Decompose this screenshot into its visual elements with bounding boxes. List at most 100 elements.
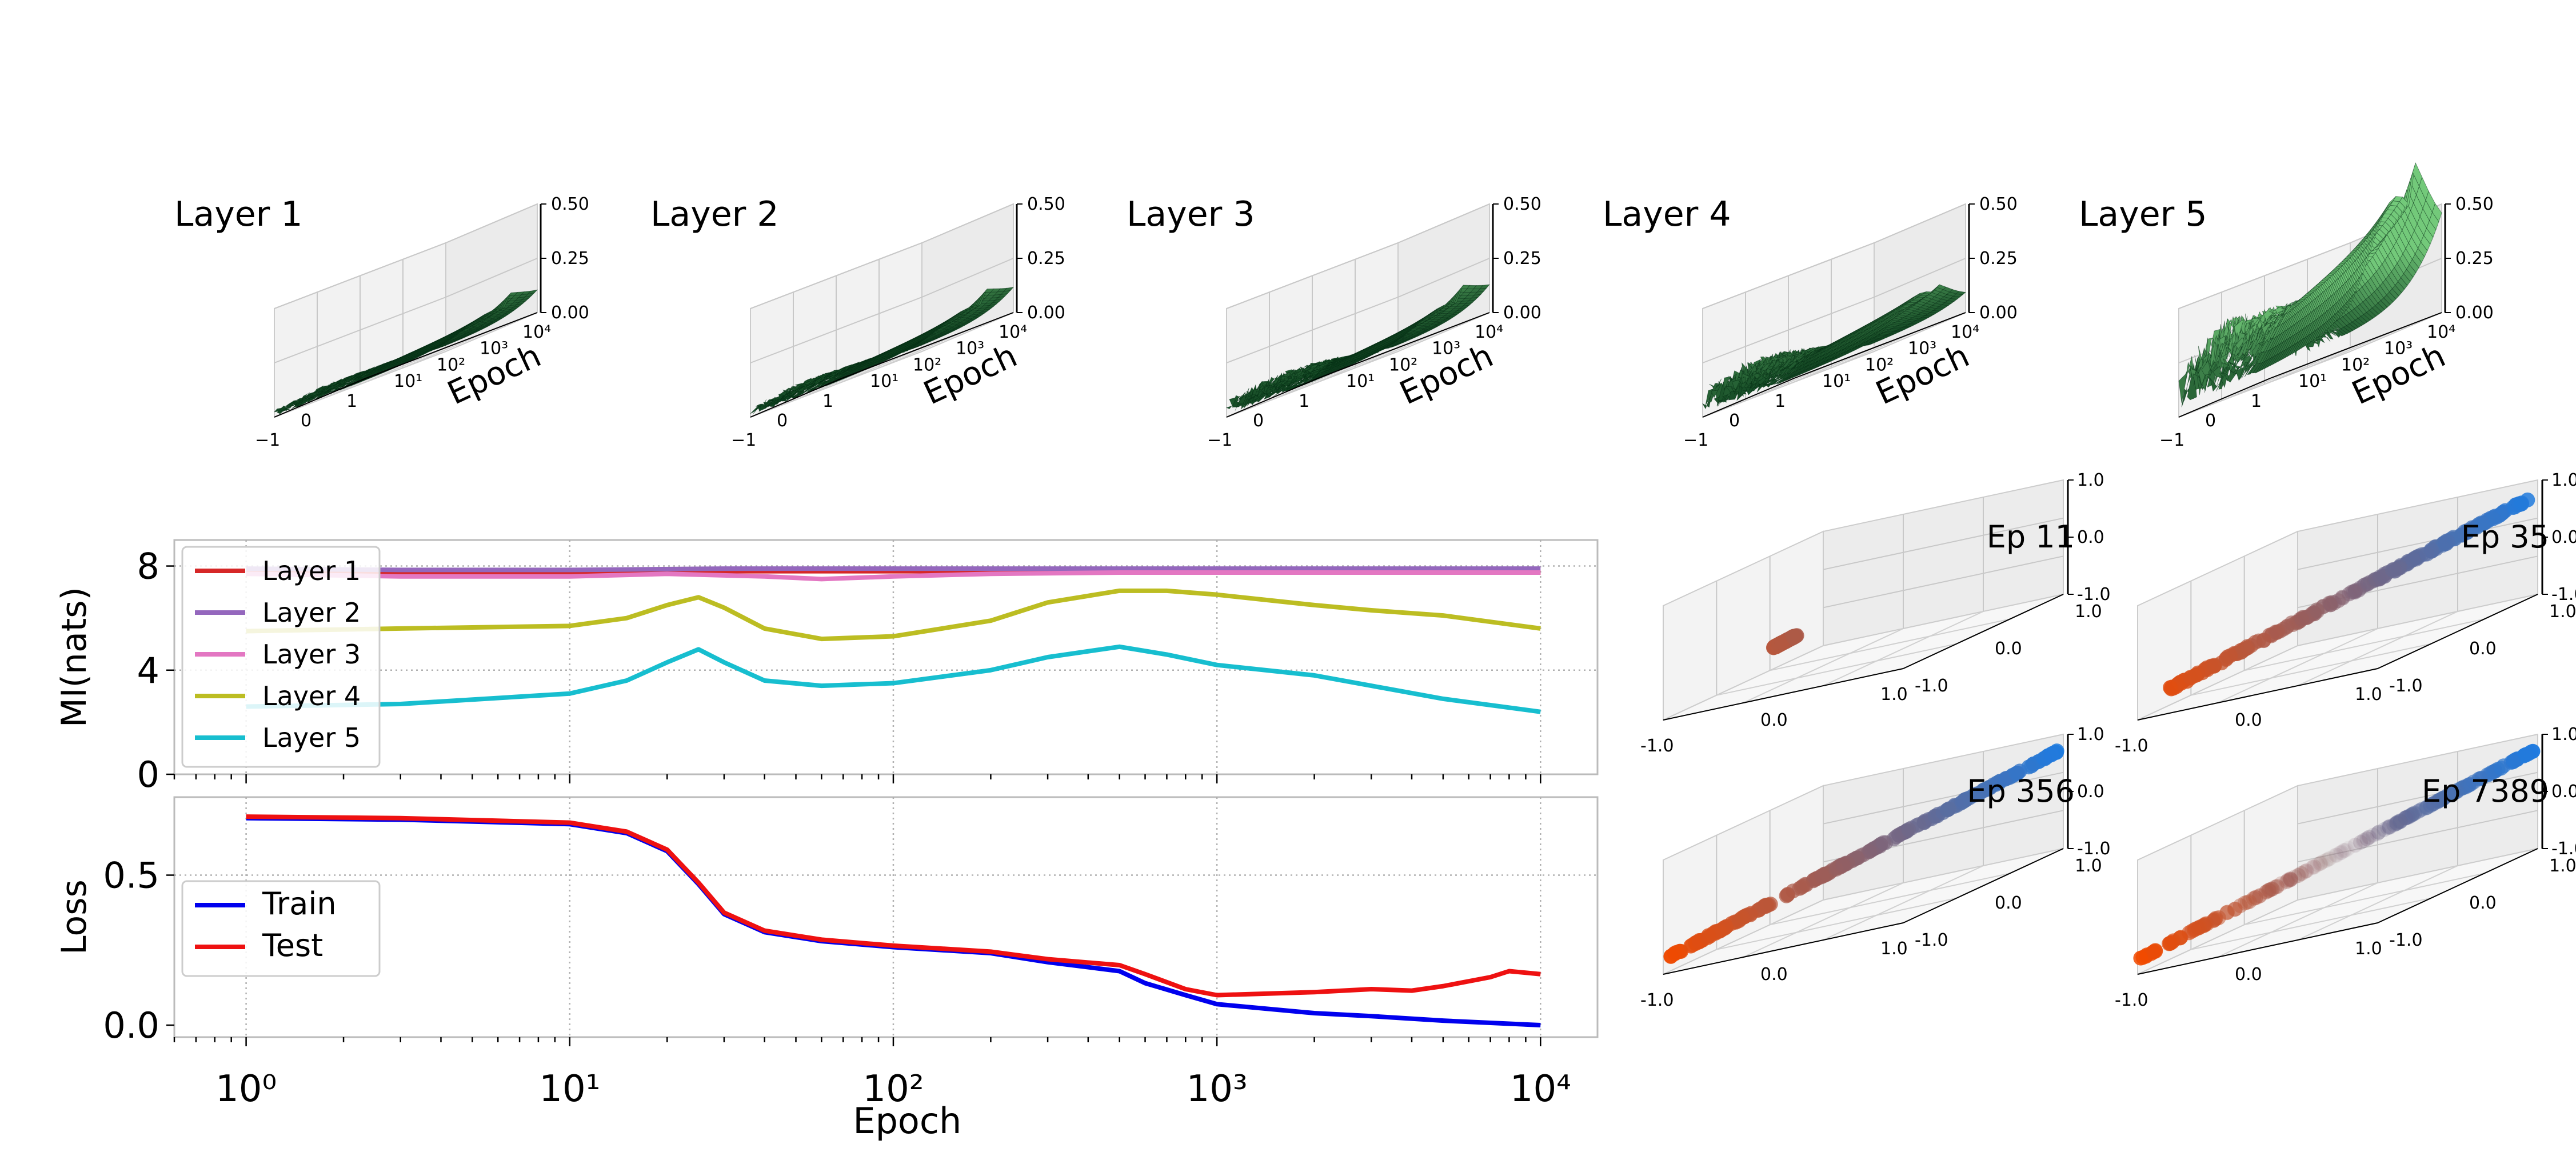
grid-line — [921, 203, 1014, 243]
data-point — [2270, 624, 2286, 639]
surface-facet — [2262, 337, 2274, 353]
y-tick-label: 10³ — [480, 339, 508, 359]
grid-line — [274, 242, 446, 309]
y-axis-label: MI(nats) — [54, 587, 94, 727]
surface-facet — [1763, 376, 1774, 388]
surface-facet — [1229, 397, 1240, 406]
data-point — [2294, 611, 2310, 627]
y-tick-label: 10³ — [1908, 339, 1936, 359]
plot-area — [173, 796, 1599, 1038]
panel-title: Layer 2 — [650, 194, 779, 234]
y-tick-label: -1.0 — [1915, 676, 1948, 696]
data-point — [2419, 546, 2435, 562]
grid-line — [1788, 345, 1880, 385]
y-axis-line — [841, 312, 1014, 379]
grid-line — [1355, 328, 1447, 369]
grid-line — [1312, 345, 1404, 385]
surface-facet — [2228, 353, 2238, 376]
grid-line — [1874, 258, 1966, 298]
legend-label: Layer 5 — [262, 722, 361, 753]
z-tick-label: 0.25 — [551, 249, 589, 269]
surface-facet — [824, 371, 834, 378]
surface-facet — [2220, 342, 2230, 373]
x-tick-label: 0.0 — [2235, 710, 2262, 730]
data-point — [1774, 635, 1790, 650]
grid-line — [1745, 361, 1838, 402]
y-axis-line — [1317, 312, 1490, 379]
surface-facet — [2267, 317, 2278, 332]
surface-facet — [1762, 366, 1772, 378]
x-tick-label: 1 — [2251, 391, 2262, 411]
surface-facet — [2244, 324, 2255, 341]
z-tick-label: -1.0 — [2077, 585, 2111, 605]
z-tick-label: 1.0 — [2551, 470, 2576, 490]
grid-line — [1716, 643, 1957, 696]
grid-line — [1397, 258, 1490, 298]
grid-line — [360, 345, 452, 385]
y-tick-label: 0.0 — [1995, 639, 2022, 659]
grid-line — [2221, 361, 2314, 402]
y-tick-label: 8 — [137, 546, 159, 587]
panel-title: Ep 11 — [1987, 519, 2075, 555]
z-tick-label: 0.25 — [2455, 249, 2494, 269]
x-tick-label: 10⁰ — [215, 1068, 277, 1110]
y-tick-label: 10³ — [956, 339, 984, 359]
y-tick-label: 0.5 — [103, 855, 159, 897]
z-tick-label: 0.50 — [1979, 194, 2018, 214]
legend-label: Layer 2 — [262, 597, 361, 628]
y-tick-label: -1.0 — [2389, 676, 2423, 696]
grid-line — [445, 258, 538, 298]
surface-facet — [2190, 362, 2200, 379]
surface-facet — [1272, 389, 1282, 398]
data-point — [2387, 562, 2402, 577]
y-tick-label: 10¹ — [1346, 371, 1375, 391]
z-tick-label: -1.0 — [2551, 585, 2576, 605]
grid-line — [2191, 643, 2431, 696]
y-tick-label: 0 — [137, 754, 159, 795]
legend-label: Train — [262, 886, 337, 922]
surface-facet — [279, 407, 290, 412]
x-tick-label: 0 — [777, 411, 788, 431]
surface-facet — [1955, 291, 1966, 295]
y-tick-label: 10² — [913, 355, 941, 375]
surface-facet — [2320, 333, 2331, 342]
grid-line — [402, 328, 495, 369]
y-tick-label: 10² — [1389, 355, 1417, 375]
grid-line — [2297, 517, 2538, 570]
data-point — [2322, 595, 2337, 611]
legend-label: Layer 1 — [262, 555, 361, 586]
surface-facet — [1280, 385, 1291, 392]
y-tick-label: 1.0 — [2549, 602, 2576, 622]
surface-facet — [822, 372, 833, 379]
grid-line — [921, 258, 1014, 298]
y-tick-label: 10⁴ — [1951, 322, 1979, 342]
x-axis-line — [2137, 668, 2378, 721]
scatter-panel-2: -1.0-1.0-1.00.00.00.01.01.01.0Ep 35 — [2115, 470, 2576, 756]
grid-line — [1823, 555, 2064, 609]
data-point — [2440, 534, 2455, 549]
x-tick-label: 1.0 — [1880, 685, 1908, 705]
legend-label: Layer 3 — [262, 639, 361, 670]
surface-facet — [753, 403, 764, 414]
data-point — [1786, 629, 1801, 645]
surface-facet — [2432, 203, 2442, 222]
y-tick-label: 10⁴ — [999, 322, 1027, 342]
grid-line — [1831, 328, 1923, 369]
y-axis-line — [2377, 594, 2538, 669]
surface-facet — [1291, 377, 1301, 383]
grid-line — [2307, 328, 2399, 369]
surface-facet — [1275, 386, 1285, 393]
surface-facet — [764, 399, 774, 409]
grid-line — [1823, 611, 1984, 686]
surface-facet — [1322, 362, 1332, 368]
x-tick-label: 0 — [2205, 411, 2216, 431]
surface-facet — [802, 384, 814, 389]
x-tick-label: 1 — [346, 391, 357, 411]
grid-line — [1269, 361, 1361, 402]
grid-line — [750, 242, 922, 309]
